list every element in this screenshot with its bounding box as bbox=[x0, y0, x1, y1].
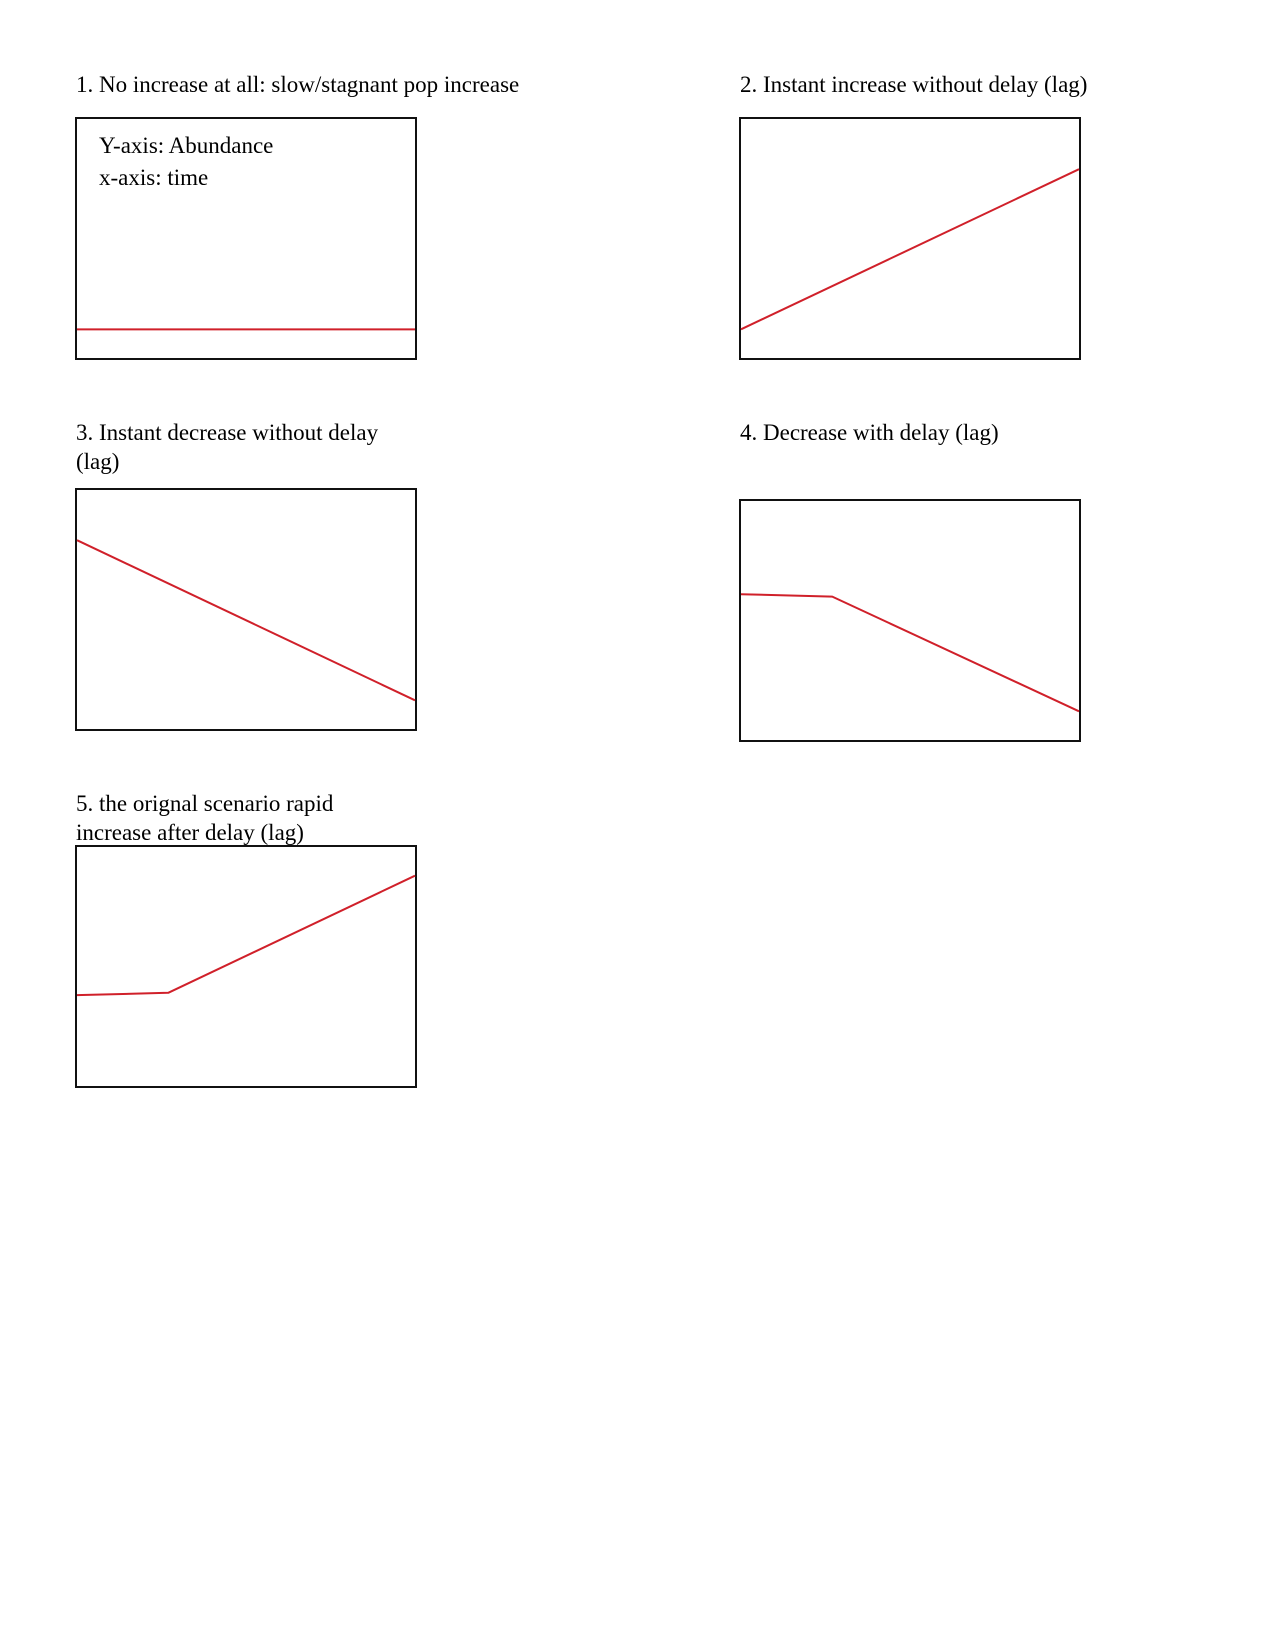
panel-4-trend-line bbox=[740, 593, 1080, 713]
panel-3-caption: 3. Instant decrease without delay (lag) bbox=[76, 420, 379, 474]
panel-1-caption: 1. No increase at all: slow/stagnant pop… bbox=[76, 72, 520, 97]
panel-2-plot bbox=[739, 117, 1081, 360]
panel-3-plot bbox=[75, 488, 417, 731]
panel-2-caption: 2. Instant increase without delay (lag) bbox=[740, 72, 1088, 97]
panel-5-trend-line bbox=[76, 874, 416, 997]
panel-1-x-axis-note: x-axis: time bbox=[99, 165, 209, 190]
panel-3-chart-svg bbox=[76, 539, 416, 702]
panel-4-caption: 4. Decrease with delay (lag) bbox=[740, 420, 999, 445]
panel-1-plot: Y-axis: Abundance x-axis: time bbox=[75, 117, 417, 360]
panel-5-plot bbox=[75, 845, 417, 1088]
panel-1-y-axis-note: Y-axis: Abundance bbox=[99, 133, 274, 158]
panel-1-chart-svg bbox=[77, 328, 415, 331]
panel-2-chart-svg bbox=[740, 168, 1080, 331]
panel-3-trend-line bbox=[76, 539, 416, 702]
panel-5-chart-svg bbox=[76, 874, 416, 997]
panel-4-chart-svg bbox=[740, 593, 1080, 713]
panel-5-caption: 5. the orignal scenario rapid increase a… bbox=[76, 791, 334, 845]
panel-4-plot bbox=[739, 499, 1081, 742]
panel-2-trend-line bbox=[740, 168, 1080, 331]
